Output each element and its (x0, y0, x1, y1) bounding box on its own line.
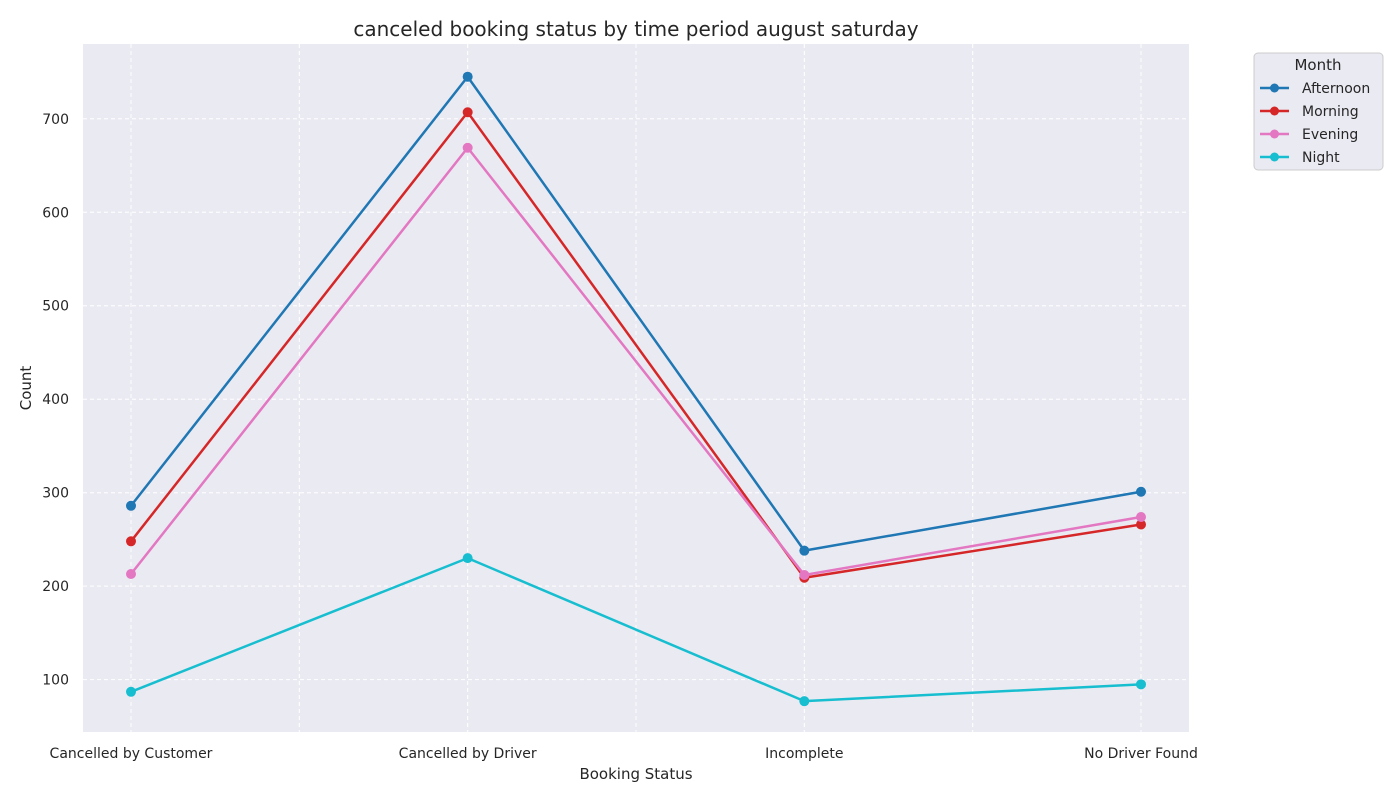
legend-swatch-marker (1270, 129, 1279, 139)
legend-label: Morning (1302, 104, 1359, 120)
legend-item-evening: Evening (1260, 127, 1358, 143)
y-tick-label: 600 (42, 205, 69, 221)
legend-box (1253, 52, 1384, 171)
data-point-morning (462, 107, 473, 118)
x-tick-labels: Cancelled by Customer Cancelled by Driver… (50, 746, 1198, 762)
data-point-afternoon (799, 545, 810, 556)
y-tick-labels: 100 200 300 400 500 600 700 (42, 112, 69, 689)
series-afternoon (126, 71, 1146, 556)
y-tick-label: 700 (42, 112, 69, 128)
x-tick-label: Cancelled by Driver (399, 746, 537, 762)
y-tick-label: 400 (42, 392, 69, 408)
legend-item-afternoon: Afternoon (1260, 81, 1370, 97)
series-line-morning (130, 110, 1142, 580)
data-point-night (799, 696, 810, 707)
data-point-afternoon (462, 71, 473, 82)
legend-item-morning: Morning (1260, 104, 1359, 120)
legend-title: Month (1294, 56, 1341, 74)
data-point-afternoon (1136, 486, 1146, 497)
data-point-night (462, 553, 473, 564)
y-axis-title: Count (17, 366, 35, 411)
legend-item-night: Night (1260, 150, 1340, 166)
legend-swatch-marker (1270, 106, 1279, 116)
data-point-evening (1136, 512, 1146, 522)
series-line-evening (130, 146, 1142, 577)
x-tick-label: Cancelled by Customer (50, 746, 213, 762)
x-tick-label: Incomplete (765, 746, 843, 762)
y-tick-label: 500 (42, 299, 69, 315)
legend-swatch-marker (1270, 83, 1279, 93)
y-tick-label: 200 (42, 579, 69, 595)
legend: Month Afternoon Morning Evening Night (1253, 52, 1384, 171)
x-axis-title: Booking Status (579, 765, 692, 783)
series-evening (126, 142, 1146, 580)
x-tick-label: No Driver Found (1084, 746, 1198, 762)
series-lines (126, 71, 1146, 707)
legend-label: Afternoon (1302, 81, 1370, 97)
legend-label: Evening (1302, 127, 1358, 143)
data-point-evening (126, 569, 136, 580)
data-point-evening (799, 569, 810, 580)
data-point-morning (126, 536, 136, 547)
y-tick-label: 100 (42, 673, 69, 689)
data-point-evening (462, 142, 473, 153)
data-point-afternoon (126, 500, 136, 511)
data-point-night (126, 686, 136, 697)
series-line-afternoon (130, 75, 1142, 552)
legend-items: Afternoon Morning Evening Night (1260, 81, 1370, 166)
legend-label: Night (1302, 150, 1340, 166)
chart-title: canceled booking status by time period a… (353, 17, 918, 41)
grid-lines (83, 44, 1189, 732)
y-tick-label: 300 (42, 486, 69, 502)
series-night (126, 553, 1146, 707)
data-point-night (1136, 679, 1146, 690)
legend-swatch-marker (1270, 152, 1279, 162)
data-point-morning (1136, 519, 1146, 530)
series-line-night (130, 556, 1142, 703)
